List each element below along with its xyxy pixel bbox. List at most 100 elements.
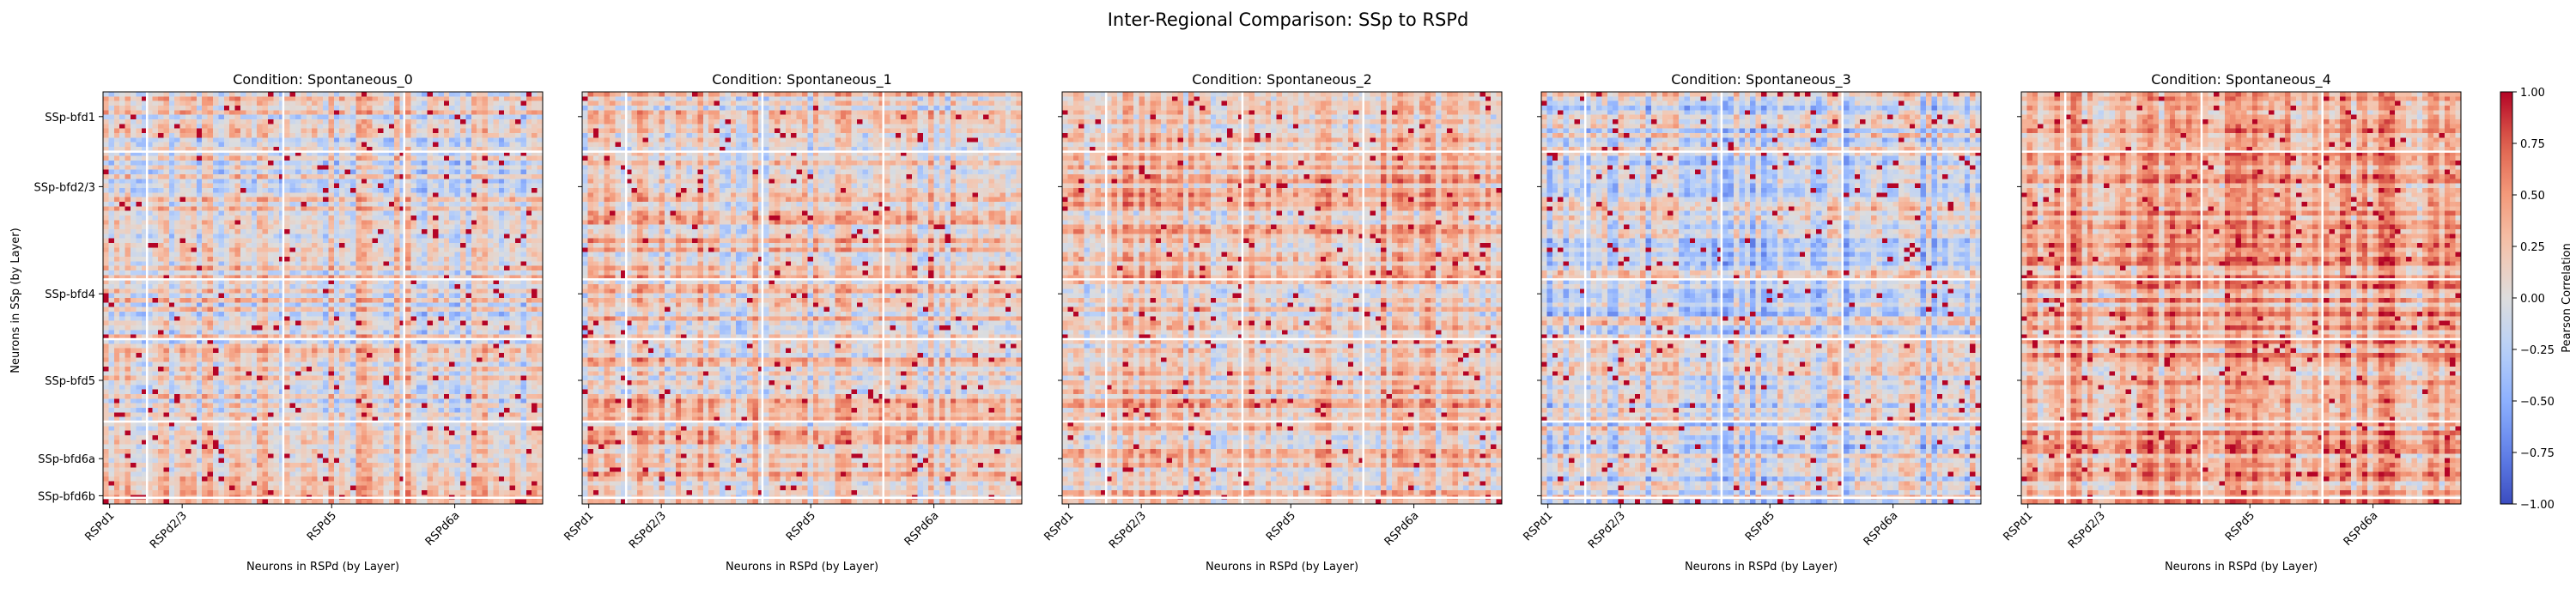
heatmap-cell (284, 174, 290, 179)
heatmap-cell (218, 225, 224, 230)
heatmap-cell (355, 353, 361, 358)
heatmap-cell (158, 357, 164, 362)
heatmap-cell (191, 325, 197, 331)
heatmap-cell (218, 216, 224, 221)
heatmap-cell (526, 284, 532, 289)
heatmap-cell (290, 174, 296, 179)
heatmap-cell (504, 294, 510, 299)
heatmap-cell (471, 133, 477, 138)
heatmap-cell (373, 302, 379, 307)
heatmap-cell (350, 330, 356, 335)
heatmap-cell (284, 129, 290, 134)
heatmap-cell (213, 330, 219, 335)
heatmap-cell (158, 220, 164, 225)
heatmap-cell (378, 129, 384, 134)
heatmap-cell (334, 349, 340, 354)
heatmap-cell (290, 302, 296, 307)
heatmap-cell (444, 353, 450, 358)
heatmap-cell (263, 96, 269, 101)
heatmap-cell (301, 197, 307, 203)
heatmap-cell (499, 211, 505, 216)
heatmap-cell (355, 216, 361, 221)
heatmap-cell (290, 321, 296, 326)
heatmap-cell (229, 357, 235, 362)
heatmap-cell (284, 229, 290, 234)
heatmap-cell (367, 321, 373, 326)
heatmap-cell (416, 110, 422, 115)
heatmap-cell (460, 133, 466, 138)
heatmap-cell (224, 211, 230, 216)
heatmap-cell (499, 270, 505, 276)
heatmap-cell (180, 298, 186, 303)
heatmap-cell (422, 307, 428, 313)
heatmap-cell (488, 143, 494, 148)
heatmap-cell (208, 288, 214, 294)
heatmap-cell (428, 161, 434, 166)
heatmap-cell (131, 110, 137, 115)
heatmap-cell (405, 174, 411, 179)
heatmap-cell (318, 343, 324, 349)
heatmap-cell (410, 288, 416, 294)
heatmap-cell (218, 101, 224, 106)
heatmap-cell (339, 298, 345, 303)
heatmap-cell (323, 133, 329, 138)
heatmap-cell (499, 302, 505, 307)
heatmap-cell (257, 330, 263, 335)
heatmap-cell (235, 188, 241, 193)
heatmap-cell (153, 115, 159, 120)
heatmap-cell (394, 106, 400, 111)
heatmap-cell (263, 294, 269, 299)
heatmap-cell (136, 298, 142, 303)
heatmap-cell (252, 156, 258, 161)
heatmap-cell (114, 225, 120, 230)
heatmap-cell (373, 156, 379, 161)
heatmap-cell (367, 133, 373, 138)
heatmap-cell (483, 184, 489, 189)
heatmap-cell (208, 101, 214, 106)
heatmap-cell (510, 330, 516, 335)
heatmap-cell (318, 170, 324, 175)
heatmap-cell (378, 143, 384, 148)
heatmap-cell (339, 115, 345, 120)
heatmap-cell (345, 298, 351, 303)
heatmap-cell (394, 353, 400, 358)
heatmap-cell (312, 206, 318, 211)
heatmap-cell (153, 261, 159, 266)
heatmap-cell (378, 156, 384, 161)
heatmap-cell (136, 192, 142, 197)
heatmap-cell (438, 124, 444, 129)
heatmap-cell (334, 312, 340, 317)
heatmap-cell (510, 316, 516, 321)
heatmap-cell (499, 156, 505, 161)
heatmap-cell (493, 106, 499, 111)
heatmap-cell (252, 143, 258, 148)
heatmap-cell (114, 343, 120, 349)
heatmap-cell (428, 202, 434, 207)
heatmap-cell (355, 225, 361, 230)
heatmap-cell (394, 156, 400, 161)
heatmap-cell (493, 367, 499, 372)
heatmap-cell (252, 137, 258, 143)
heatmap-cell (235, 161, 241, 166)
heatmap-cell (119, 357, 125, 362)
heatmap-cell (493, 216, 499, 221)
heatmap-cell (136, 371, 142, 376)
heatmap-cell (477, 349, 483, 354)
heatmap-cell (433, 137, 439, 143)
heatmap-cell (378, 294, 384, 299)
heatmap-cell (483, 349, 489, 354)
heatmap-cell (471, 179, 477, 184)
heatmap-cell (229, 229, 235, 234)
heatmap-cell (483, 239, 489, 244)
heatmap-cell (483, 229, 489, 234)
heatmap-cell (449, 316, 455, 321)
heatmap-cell (240, 243, 246, 248)
heatmap-cell (174, 294, 180, 299)
heatmap-cell (460, 119, 466, 124)
heatmap-cell (323, 316, 329, 321)
heatmap-cell (235, 96, 241, 101)
heatmap-cell (108, 325, 114, 331)
heatmap-cell (191, 261, 197, 266)
heatmap-cell (318, 367, 324, 372)
heatmap-cell (345, 161, 351, 166)
